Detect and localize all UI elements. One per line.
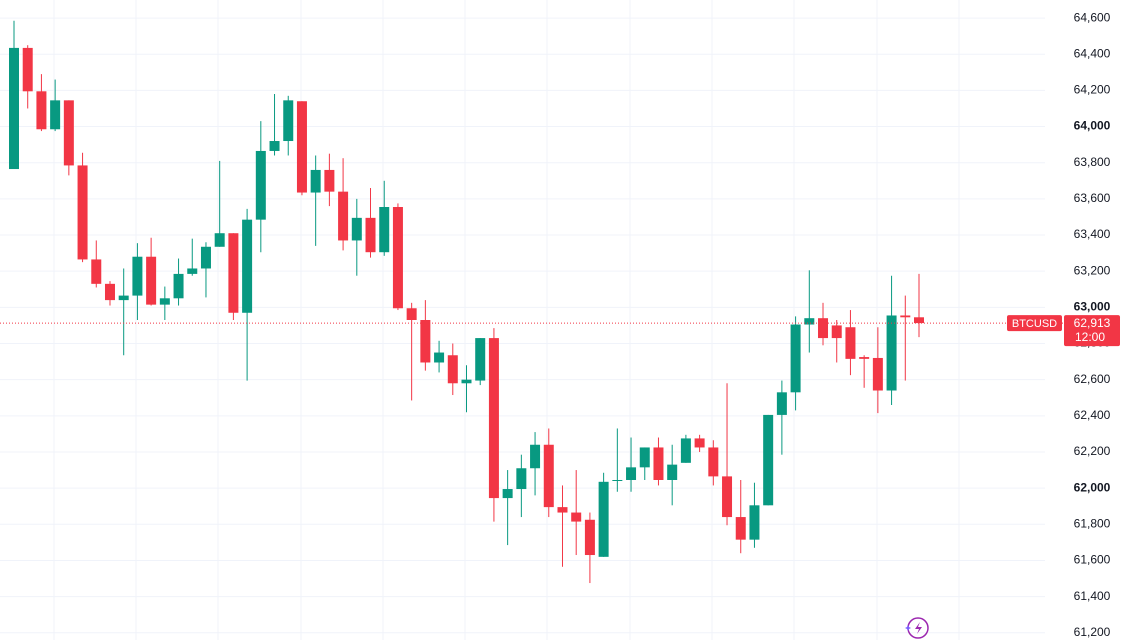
candle-body — [831, 325, 842, 339]
candle-body — [818, 318, 829, 339]
candle-body — [461, 379, 472, 384]
y-tick-label: 62,400 — [1074, 408, 1111, 422]
candle-body — [557, 507, 568, 513]
y-tick-label: 62,600 — [1074, 372, 1111, 386]
candle-body — [379, 207, 390, 253]
candle-body — [735, 517, 746, 540]
candle-body — [571, 512, 582, 522]
candle-body — [22, 47, 33, 92]
candle-body — [584, 519, 595, 556]
candle-body — [310, 169, 321, 193]
candle-body — [159, 298, 170, 305]
candle-body — [598, 481, 609, 557]
y-tick-label: 62,200 — [1074, 444, 1111, 458]
candle-body — [763, 414, 774, 506]
y-tick-label: 64,400 — [1074, 46, 1111, 60]
y-tick-label: 64,000 — [1074, 119, 1111, 133]
candle-body — [269, 141, 280, 151]
candle-body — [914, 317, 924, 324]
candle-body — [255, 150, 266, 220]
candle-body — [296, 101, 307, 193]
candle-body — [242, 219, 253, 313]
candle-body — [63, 100, 74, 166]
candle-body — [36, 91, 47, 130]
candle-body — [667, 464, 678, 480]
y-tick-label: 63,000 — [1074, 300, 1111, 314]
candle-body — [900, 315, 911, 318]
candle-body — [694, 438, 705, 448]
candle-body — [434, 352, 445, 363]
y-tick-label: 61,200 — [1074, 625, 1111, 639]
candle-body — [146, 256, 157, 305]
y-tick-label: 61,800 — [1074, 516, 1111, 530]
countdown-label: 12:00 — [1075, 330, 1105, 344]
candle-body — [502, 489, 513, 499]
y-tick-label: 63,200 — [1074, 263, 1111, 277]
price-badge — [1064, 315, 1120, 347]
y-tick-label: 63,400 — [1074, 227, 1111, 241]
candle-body — [420, 320, 431, 363]
candle-body — [653, 447, 664, 480]
candle-body — [283, 100, 294, 142]
y-tick-label: 63,600 — [1074, 191, 1111, 205]
candle-body — [104, 283, 115, 301]
candle-body — [77, 165, 88, 260]
candle-body — [351, 217, 362, 241]
candle-body — [9, 47, 19, 170]
last-price-label: 62,913 — [1074, 316, 1111, 330]
y-tick-label: 61,600 — [1074, 553, 1111, 567]
candle-body — [804, 318, 815, 325]
candle-body — [530, 444, 541, 469]
y-tick-label: 63,800 — [1074, 155, 1111, 169]
candle-body — [872, 357, 883, 391]
y-tick-label: 64,200 — [1074, 83, 1111, 97]
candle-body — [626, 467, 637, 480]
candle-body — [173, 273, 184, 299]
candle-body — [447, 355, 458, 384]
candle-body — [516, 468, 527, 490]
candle-body — [776, 392, 787, 415]
assistant-icon[interactable] — [905, 617, 929, 639]
candle-body — [338, 191, 349, 241]
candle-body — [749, 505, 760, 540]
candle-body — [228, 233, 239, 313]
candle-body — [324, 169, 335, 192]
candle-body — [475, 338, 486, 381]
candle-body — [859, 357, 870, 359]
price-grid — [0, 17, 1045, 634]
candle-body — [392, 207, 403, 309]
candle-body — [91, 259, 102, 284]
candle-body — [722, 476, 733, 518]
y-tick-label: 64,600 — [1074, 10, 1111, 24]
candle-body — [708, 447, 719, 477]
y-tick-label: 62,000 — [1074, 480, 1111, 494]
candle-body — [680, 438, 691, 463]
candle-body — [132, 256, 143, 296]
symbol-badge — [1007, 315, 1062, 332]
candle-body — [118, 295, 129, 301]
candle-body — [488, 338, 499, 499]
candle-body — [406, 308, 417, 320]
candle-body — [365, 217, 376, 253]
candle-body — [50, 100, 61, 130]
candle-body — [886, 315, 897, 391]
symbol-label: BTCUSD — [1012, 318, 1057, 330]
candle-body — [214, 233, 225, 247]
candle-body — [543, 444, 554, 508]
candle-body — [845, 327, 856, 359]
y-tick-label: 61,400 — [1074, 589, 1111, 603]
candle-body — [200, 246, 211, 269]
candle-body — [187, 268, 198, 274]
candle-body — [639, 447, 650, 468]
candle-body — [612, 480, 623, 481]
candle-body — [790, 324, 801, 393]
